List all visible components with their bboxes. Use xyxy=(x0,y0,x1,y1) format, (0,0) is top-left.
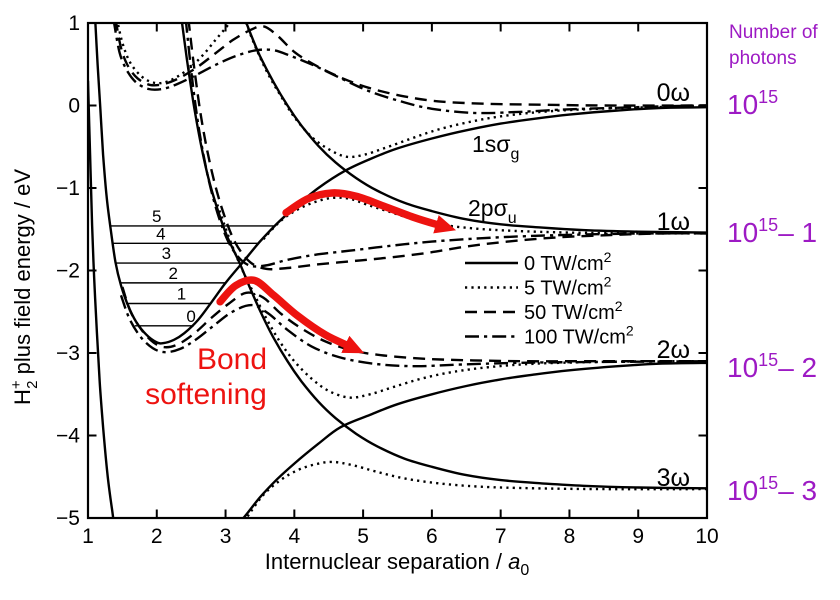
y-tick-label--2: −2 xyxy=(56,260,80,283)
bond-softening-label-line2: softening xyxy=(145,378,267,411)
y-tick-label--4: −4 xyxy=(56,425,80,448)
curve-lower-adiabatic-1photon-100TW xyxy=(184,23,707,268)
vib-level-label-3: 3 xyxy=(162,244,171,263)
vib-level-label-1: 1 xyxy=(177,285,186,304)
curve-lower-adiabatic-3photon-5TW xyxy=(246,460,707,518)
curve-well-to-2photon-100TW xyxy=(119,294,707,368)
curve-1s-sigma-g-minus-2-photons xyxy=(88,80,707,518)
potential-curves-layer xyxy=(88,23,707,518)
curve-well-to-2photon-50TW xyxy=(121,286,707,363)
one-photon-dissociation-arrow xyxy=(282,189,457,234)
curve-upper-well-50TW xyxy=(114,23,707,107)
curve-2p-sigma-u-minus-3-photons xyxy=(180,23,707,490)
x-tick-label-1: 1 xyxy=(82,525,94,548)
y-tick-label--5: −5 xyxy=(56,507,80,530)
x-tick-label-4: 4 xyxy=(288,525,300,548)
x-tick-label-9: 9 xyxy=(632,525,644,548)
bond-softening-label-line1: Bond xyxy=(197,343,267,376)
arrows-layer xyxy=(216,189,457,354)
x-tick-label-7: 7 xyxy=(495,525,507,548)
x-tick-label-8: 8 xyxy=(564,525,576,548)
y-axis-title: H+2 plus field energy / eV xyxy=(8,169,41,405)
axes-frame xyxy=(86,21,709,520)
legend-label-100tw: 100 TW/cm2 xyxy=(524,323,634,349)
photon-count-0: 1015 xyxy=(727,87,778,120)
x-tick-label-5: 5 xyxy=(357,525,369,548)
curve-upper-well-5TW xyxy=(116,23,231,85)
vib-level-label-2: 2 xyxy=(169,264,178,283)
photon-count-1: 1015– 1 xyxy=(727,215,817,248)
curve-2p-sigma-u-minus-1-photon xyxy=(245,23,707,234)
omega-label-2: 2ω xyxy=(657,336,690,364)
x-axis-title: Internuclear separation / a0 xyxy=(265,549,530,579)
state-label-2p-sigma-u: 2pσu xyxy=(468,195,517,227)
omega-label-3: 3ω xyxy=(657,464,690,492)
photon-header-line1: Number of xyxy=(729,22,818,43)
curve-upper-well-100TW xyxy=(112,23,707,115)
omega-label-1: 1ω xyxy=(657,208,690,236)
x-tick-label-10: 10 xyxy=(695,525,718,548)
bond-softening-arrow xyxy=(216,276,365,354)
y-tick-label--3: −3 xyxy=(56,342,80,365)
legend-label-50tw: 50 TW/cm2 xyxy=(524,298,623,324)
x-tick-label-3: 3 xyxy=(220,525,232,548)
legend-label-0tw: 0 TW/cm2 xyxy=(524,249,612,275)
state-label-1s-sigma-g: 1sσg xyxy=(472,131,519,163)
photon-count-2: 1015– 2 xyxy=(727,350,817,383)
x-tick-label-6: 6 xyxy=(426,525,438,548)
y-tick-label-1: 1 xyxy=(68,12,80,35)
curve-lower-adiabatic-1photon-50TW xyxy=(187,23,707,271)
photon-header-line2: photons xyxy=(729,48,797,69)
photon-count-3: 1015– 3 xyxy=(727,473,817,506)
legend: 0 TW/cm2 5 TW/cm2 50 TW/cm2 100 TW/cm2 xyxy=(465,249,634,349)
curve-bond-softening-barrier-5TW xyxy=(262,196,707,241)
y-tick-label--1: −1 xyxy=(56,177,80,200)
curve-1s-sigma-g xyxy=(94,23,707,345)
vib-level-label-0: 0 xyxy=(186,307,195,326)
vib-level-label-4: 4 xyxy=(156,224,165,243)
vib-level-label-5: 5 xyxy=(152,207,161,226)
legend-label-5tw: 5 TW/cm2 xyxy=(524,274,612,300)
omega-label-0: 0ω xyxy=(657,79,690,107)
x-tick-label-2: 2 xyxy=(151,525,163,548)
y-tick-label-0: 0 xyxy=(68,95,80,118)
